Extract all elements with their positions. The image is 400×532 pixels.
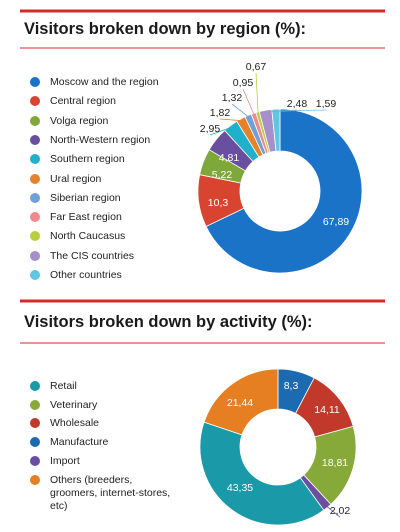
legend-swatch <box>30 154 40 165</box>
legend-label: The CIS countries <box>50 249 135 262</box>
legend-label: Moscow and the region <box>50 76 159 88</box>
data-label: 10,3 <box>208 197 229 209</box>
legend-label: Far East region <box>50 211 122 224</box>
legend-item: Manufacture <box>30 436 180 449</box>
legend-label: Siberian region <box>50 191 121 204</box>
legend-label: Wholesale <box>50 417 100 430</box>
data-label: 1,82 <box>210 107 231 119</box>
legend-item: Siberian region <box>30 192 180 205</box>
legend-item: North Caucasus <box>30 230 180 243</box>
legend-swatch <box>30 418 40 429</box>
legend-swatch <box>30 399 40 410</box>
donut-slice <box>205 108 363 274</box>
leader-line <box>275 109 327 112</box>
leader-line <box>209 126 232 136</box>
data-label: 2,48 <box>287 98 308 110</box>
data-label: 0,67 <box>246 61 267 73</box>
data-label: 5,22 <box>212 169 233 181</box>
leader-line <box>219 118 242 122</box>
leader-line <box>325 505 341 518</box>
data-label: 14,11 <box>314 404 340 416</box>
legend-swatch <box>30 173 40 184</box>
legend-item: Central region <box>30 95 180 108</box>
chart-title: Visitors broken down by activity (%): <box>24 313 313 331</box>
legend-label: Other countries <box>50 269 122 281</box>
legend-label: Others (breeders, groomers, internet-sto… <box>50 473 171 512</box>
data-label: 43,35 <box>227 482 253 494</box>
legend-label: Veterinary <box>50 398 98 411</box>
legend-swatch <box>30 96 40 107</box>
legend-item: North-Western region <box>30 134 180 147</box>
data-label: 18,81 <box>322 457 348 469</box>
legend-item: Southern region <box>30 153 180 166</box>
leader-line <box>242 88 255 116</box>
legend-label: Manufacture <box>50 436 109 449</box>
legend-item: Veterinary <box>30 399 180 412</box>
data-label: 2,02 <box>330 505 351 517</box>
legend-item: Other countries <box>30 269 180 282</box>
legend-swatch <box>30 134 40 145</box>
legend-item: Volga region <box>30 115 180 128</box>
legend-item: Ural region <box>30 173 180 186</box>
legend-label: North Caucasus <box>50 230 126 243</box>
legend-item: Others (breeders, groomers, internet-sto… <box>30 474 180 513</box>
legend-label: Retail <box>50 380 77 392</box>
legend-item: Wholesale <box>30 417 180 430</box>
data-label: 1,59 <box>316 98 337 110</box>
donut-slice <box>271 108 281 152</box>
legend-swatch <box>30 192 40 203</box>
legend-swatch <box>30 115 40 126</box>
legend-swatch <box>30 77 40 87</box>
data-label: 4,81 <box>219 152 240 164</box>
legend-item: The CIS countries <box>30 250 180 263</box>
leader-line <box>255 72 259 115</box>
legend-swatch <box>30 231 40 242</box>
leader-line <box>231 103 250 118</box>
legend-label: Import <box>50 454 80 467</box>
legend-item: Far East region <box>30 211 180 224</box>
donut-slice <box>199 421 325 526</box>
data-label: 67,89 <box>323 216 349 228</box>
legend-label: Volga region <box>50 114 109 127</box>
data-label: 8,3 <box>284 380 299 392</box>
legend-swatch <box>30 250 40 261</box>
data-label: 21,44 <box>227 397 253 409</box>
legend-item: Moscow and the region <box>30 76 180 89</box>
data-label: 2,95 <box>200 123 221 135</box>
legend-label: Southern region <box>50 153 125 166</box>
legend-swatch <box>30 381 40 391</box>
chart-title: Visitors broken down by region (%): <box>24 20 307 38</box>
data-label: 1,32 <box>222 92 243 104</box>
legend-swatch <box>30 270 40 280</box>
legend-swatch <box>30 474 40 485</box>
legend-swatch <box>30 455 40 466</box>
legend-item: Import <box>30 455 180 468</box>
legend-item: Retail <box>30 380 180 393</box>
legend-swatch <box>30 437 40 448</box>
legend-label: Central region <box>50 95 116 108</box>
legend-label: North-Western region <box>50 133 151 146</box>
legend-swatch <box>30 212 40 223</box>
data-label: 0,95 <box>233 77 254 89</box>
legend-label: Ural region <box>50 172 102 185</box>
donut-slice <box>203 368 279 436</box>
